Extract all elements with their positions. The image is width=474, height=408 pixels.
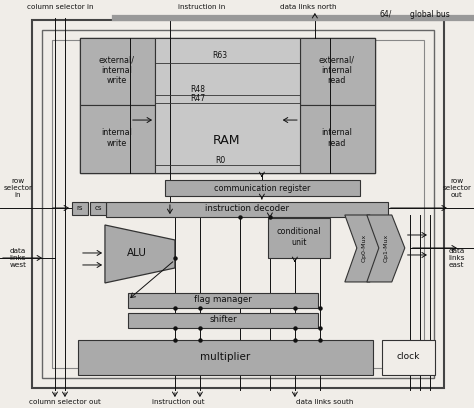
- Text: column selector in: column selector in: [27, 4, 93, 10]
- Text: data links south: data links south: [296, 399, 354, 405]
- Text: external/
internal
read: external/ internal read: [319, 55, 355, 85]
- Polygon shape: [345, 215, 383, 282]
- Text: external/
internal
write: external/ internal write: [99, 55, 135, 85]
- Text: row
selector
in: row selector in: [3, 178, 33, 198]
- Text: multiplier: multiplier: [200, 352, 250, 362]
- Text: 64/: 64/: [380, 10, 392, 19]
- Text: rs: rs: [77, 205, 83, 211]
- Text: RAM: RAM: [213, 133, 241, 146]
- Text: communication register: communication register: [214, 184, 310, 193]
- Text: ALU: ALU: [127, 248, 147, 258]
- Bar: [72, 202, 88, 215]
- Bar: [128, 293, 318, 308]
- Text: R63: R63: [212, 51, 228, 60]
- Text: row
selector
out: row selector out: [442, 178, 471, 198]
- Text: flag manager: flag manager: [194, 295, 252, 304]
- Bar: [165, 180, 360, 196]
- Text: conditional
unit: conditional unit: [277, 227, 321, 247]
- Bar: [32, 20, 444, 388]
- Bar: [268, 218, 330, 258]
- Text: global bus: global bus: [410, 10, 450, 19]
- Text: data
links
east: data links east: [448, 248, 465, 268]
- Bar: [42, 30, 434, 378]
- Bar: [300, 105, 375, 173]
- Bar: [80, 38, 375, 173]
- Text: clock: clock: [396, 353, 419, 361]
- Polygon shape: [367, 215, 405, 282]
- Bar: [52, 40, 424, 368]
- Text: internal
read: internal read: [321, 129, 352, 148]
- Bar: [382, 340, 435, 375]
- Text: data
links
west: data links west: [9, 248, 27, 268]
- Bar: [90, 202, 106, 215]
- Text: column selector out: column selector out: [29, 399, 101, 405]
- Bar: [80, 105, 155, 173]
- Bar: [128, 313, 318, 328]
- Text: internal
write: internal write: [101, 129, 132, 148]
- Text: instruction decoder: instruction decoder: [205, 204, 289, 213]
- Text: Op0-Mux: Op0-Mux: [361, 234, 366, 262]
- Bar: [155, 38, 300, 173]
- Text: data links north: data links north: [280, 4, 336, 10]
- Text: shifter: shifter: [209, 315, 237, 324]
- Bar: [78, 340, 373, 375]
- Polygon shape: [105, 225, 175, 283]
- Text: R47: R47: [190, 93, 205, 102]
- Text: cs: cs: [94, 205, 102, 211]
- Bar: [80, 38, 155, 105]
- Bar: [106, 202, 388, 217]
- Text: Op1-Mux: Op1-Mux: [383, 234, 388, 262]
- Text: instruction out: instruction out: [152, 399, 204, 405]
- Text: R0: R0: [215, 155, 225, 164]
- Bar: [300, 38, 375, 105]
- Text: instruction in: instruction in: [178, 4, 225, 10]
- Text: R48: R48: [190, 84, 205, 93]
